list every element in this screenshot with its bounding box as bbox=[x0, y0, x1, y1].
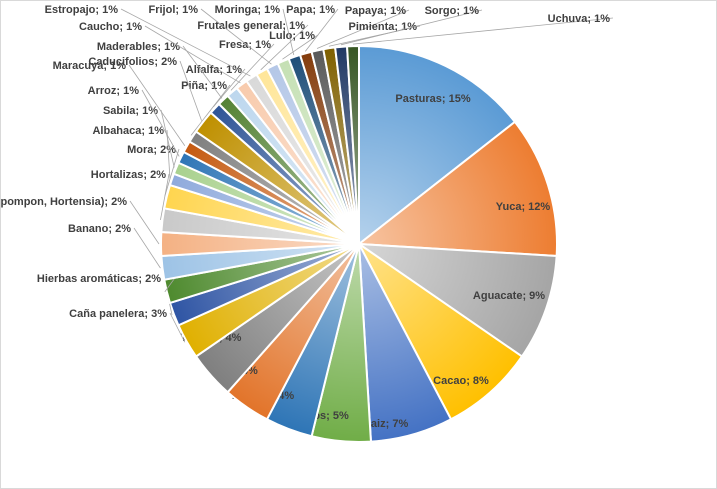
slice-label-14: Flores (crisantemo, pompon, Hortensia); … bbox=[1, 196, 127, 208]
slice-label-29: Frijol; 1% bbox=[148, 4, 198, 16]
slice-label-19: Arroz; 1% bbox=[88, 85, 140, 97]
slice-label-20: Maracuya; 1% bbox=[53, 60, 127, 72]
slice-label-31: Moringa; 1% bbox=[215, 4, 281, 16]
slice-label-25: Fresa; 1% bbox=[219, 39, 271, 51]
slice-label-27: Estropajo; 1% bbox=[45, 4, 119, 16]
slice-label-17: Albahaca; 1% bbox=[92, 125, 164, 137]
slice-label-18: Sabila; 1% bbox=[103, 105, 158, 117]
leader-line-22 bbox=[179, 60, 202, 121]
slice-label-35: Sorgo; 1% bbox=[425, 5, 480, 17]
slice-label-34: Pimienta; 1% bbox=[349, 21, 418, 33]
leader-line-32 bbox=[304, 8, 339, 52]
slice-label-24: Maderables; 1% bbox=[97, 41, 180, 53]
leader-line-24 bbox=[182, 45, 223, 99]
leader-line-31 bbox=[282, 8, 295, 56]
slice-label-2: Yuca; 12% bbox=[496, 201, 551, 213]
slice-label-28: Frutales general; 1% bbox=[197, 20, 305, 32]
slice-label-33: Papaya; 1% bbox=[345, 5, 406, 17]
leader-line-26 bbox=[144, 25, 241, 84]
slice-label-23: Alfalfa; 1% bbox=[186, 64, 242, 76]
leader-line-14 bbox=[129, 200, 160, 245]
leader-line-13 bbox=[133, 227, 161, 269]
leader-line-29 bbox=[200, 8, 272, 65]
leader-line-20 bbox=[128, 64, 186, 146]
slice-label-5: Maiz; 7% bbox=[362, 418, 409, 430]
slice-label-30: Lulo; 1% bbox=[269, 30, 315, 42]
leader-line-33 bbox=[316, 9, 410, 49]
slice-label-15: Hortalizas; 2% bbox=[91, 169, 166, 181]
leader-line-18 bbox=[160, 109, 175, 168]
leader-line-36 bbox=[352, 17, 614, 45]
slice-label-4: Cacao; 8% bbox=[433, 375, 489, 387]
slice-label-21: Piña; 1% bbox=[181, 80, 227, 92]
leader-line-16 bbox=[164, 148, 180, 197]
slice-label-22: Caducifolios; 2% bbox=[88, 56, 177, 68]
slice-label-10: Caña panelera; 3% bbox=[69, 308, 167, 320]
slice-label-26: Caucho; 1% bbox=[79, 21, 142, 33]
slice-label-13: Banano; 2% bbox=[68, 223, 131, 235]
slice-label-11: Hierbas aromáticas; 2% bbox=[37, 273, 161, 285]
leader-line-30 bbox=[282, 34, 319, 60]
leader-line-35 bbox=[340, 9, 483, 46]
slice-label-3: Aguacate; 9% bbox=[473, 290, 545, 302]
leader-line-19 bbox=[141, 89, 180, 157]
slice-label-32: Papa; 1% bbox=[286, 4, 335, 16]
leader-line-23 bbox=[213, 68, 246, 108]
leader-line-27 bbox=[120, 8, 251, 77]
slice-label-36: Uchuva; 1% bbox=[548, 13, 611, 25]
slice-label-1: Pasturas; 15% bbox=[395, 93, 470, 105]
slice-label-16: Mora; 2% bbox=[127, 144, 176, 156]
